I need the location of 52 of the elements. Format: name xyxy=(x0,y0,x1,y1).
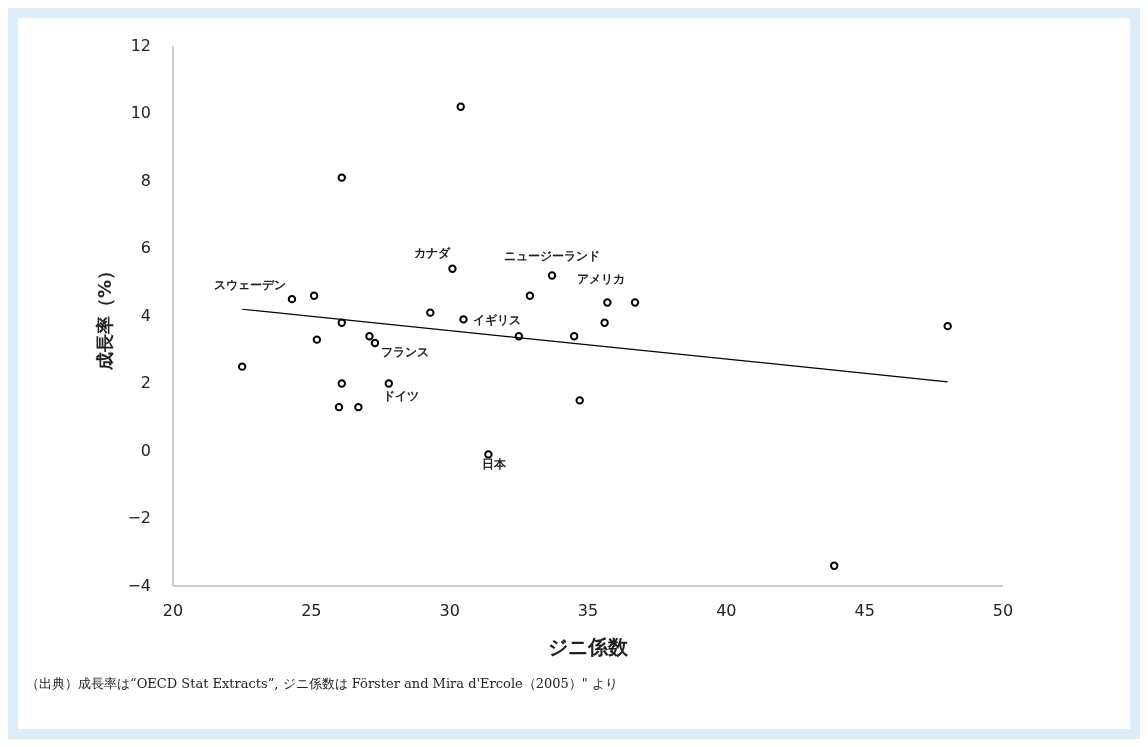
point xyxy=(569,332,579,341)
point xyxy=(309,291,319,300)
point xyxy=(459,315,468,324)
x-axis-title: ジニ係数 xyxy=(548,635,629,659)
y-tick-label: 0 xyxy=(140,440,151,460)
y-tick-label: −4 xyxy=(127,575,151,595)
point xyxy=(448,264,457,273)
point xyxy=(575,396,584,405)
point xyxy=(630,298,640,307)
point xyxy=(830,561,839,570)
point xyxy=(354,402,363,412)
x-tick-label: 20 xyxy=(162,601,184,620)
annotation: カナダ xyxy=(414,245,452,260)
y-tick-label: 10 xyxy=(130,103,151,122)
annotation: ドイツ xyxy=(382,388,419,403)
y-tick-label: 6 xyxy=(140,238,151,257)
annotation: スウェーデン xyxy=(213,278,286,293)
point xyxy=(943,321,952,331)
point xyxy=(603,298,612,307)
point xyxy=(426,308,435,317)
point xyxy=(547,271,557,280)
point xyxy=(384,379,393,388)
point xyxy=(337,173,346,182)
point xyxy=(525,291,535,300)
point xyxy=(237,362,247,371)
x-tick-label: 25 xyxy=(301,601,322,620)
point xyxy=(370,338,380,348)
y-tick-label: 8 xyxy=(140,170,151,190)
y-tick-label: −2 xyxy=(127,508,151,527)
point xyxy=(334,402,344,412)
x-tick-label: 45 xyxy=(854,601,875,620)
x-tick-label: 40 xyxy=(716,601,737,620)
point xyxy=(456,102,465,111)
annotation: イギリス xyxy=(472,313,521,328)
x-tick-label: 30 xyxy=(439,601,460,620)
point xyxy=(312,335,322,344)
annotation: 日本 xyxy=(482,457,508,472)
y-tick-label: 2 xyxy=(140,373,151,392)
y-tick-label: 12 xyxy=(130,35,151,55)
annotation: アメリカ xyxy=(577,271,626,286)
y-tick-label: 4 xyxy=(140,305,151,325)
point xyxy=(600,318,609,327)
point xyxy=(337,318,346,327)
x-tick-label: 35 xyxy=(577,601,599,620)
x-tick-label: 50 xyxy=(992,601,1014,620)
text: （出典）成長率は“OECD Stat Extracts”, ジニ係数は Förster and Mira d'Ercole（2005）" より xyxy=(26,676,618,691)
annotation: フランス xyxy=(380,345,429,359)
point xyxy=(287,294,297,304)
annotation: ニュージーランド xyxy=(504,248,601,263)
y-axis-title: 成長率（%） xyxy=(94,261,115,372)
point xyxy=(365,332,374,341)
point xyxy=(337,379,346,388)
